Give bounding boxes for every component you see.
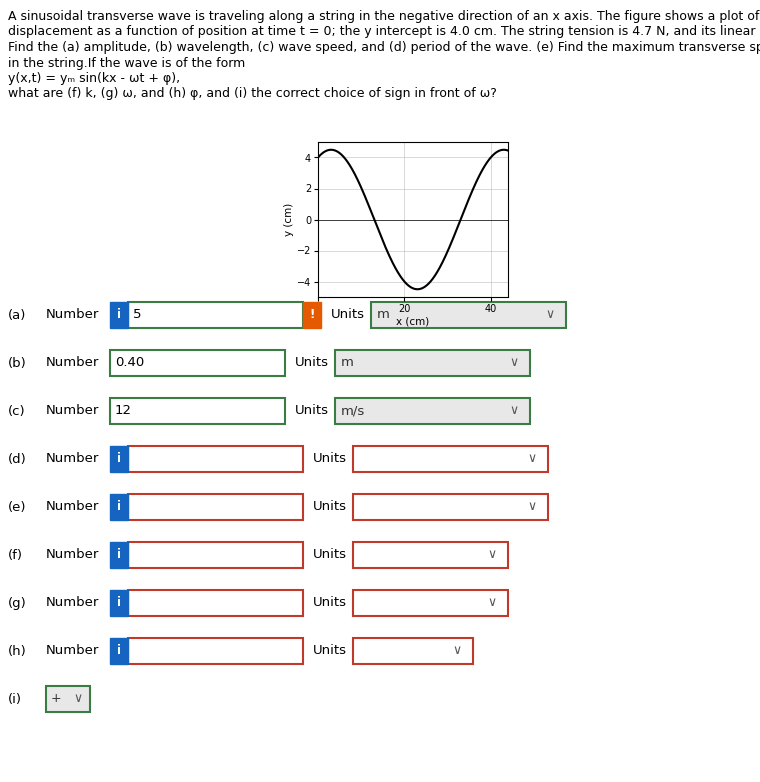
Text: Number: Number xyxy=(46,548,100,561)
Text: Number: Number xyxy=(46,500,100,514)
Text: (c): (c) xyxy=(8,404,26,418)
Text: Units: Units xyxy=(313,453,347,465)
Text: ∨: ∨ xyxy=(527,453,537,465)
Text: 12: 12 xyxy=(115,404,132,418)
Bar xyxy=(371,302,566,328)
Text: i: i xyxy=(117,500,121,514)
Text: i: i xyxy=(117,548,121,561)
Text: Units: Units xyxy=(313,548,347,561)
Text: i: i xyxy=(117,597,121,609)
Text: (i): (i) xyxy=(8,693,22,705)
Text: Number: Number xyxy=(46,453,100,465)
Text: Number: Number xyxy=(46,309,100,321)
Text: (h): (h) xyxy=(8,644,27,658)
Text: 0.40: 0.40 xyxy=(115,357,144,370)
Text: m/s: m/s xyxy=(341,404,366,418)
Text: ∨: ∨ xyxy=(452,644,461,658)
Bar xyxy=(303,302,321,328)
Text: Find the (a) amplitude, (b) wavelength, (c) wave speed, and (d) period of the wa: Find the (a) amplitude, (b) wavelength, … xyxy=(8,41,760,54)
Bar xyxy=(128,638,303,664)
Text: y(x,t) = yₘ sin(kx - ωt + φ),: y(x,t) = yₘ sin(kx - ωt + φ), xyxy=(8,72,180,85)
Bar xyxy=(353,446,548,472)
Text: Units: Units xyxy=(313,644,347,658)
Text: Number: Number xyxy=(46,597,100,609)
Text: Number: Number xyxy=(46,644,100,658)
Text: Units: Units xyxy=(313,500,347,514)
Text: ∨: ∨ xyxy=(527,500,537,514)
Text: i: i xyxy=(117,644,121,658)
Text: ∨: ∨ xyxy=(509,357,518,370)
Bar xyxy=(110,494,128,520)
Text: m: m xyxy=(341,357,354,370)
Bar xyxy=(128,446,303,472)
Text: (g): (g) xyxy=(8,597,27,609)
Bar xyxy=(110,350,285,376)
Bar xyxy=(128,494,303,520)
Bar xyxy=(110,638,128,664)
Text: displacement as a function of position at time t = 0; the y intercept is 4.0 cm.: displacement as a function of position a… xyxy=(8,26,760,38)
Text: ∨: ∨ xyxy=(546,309,555,321)
Bar xyxy=(353,542,508,568)
Bar xyxy=(128,542,303,568)
Text: in the string.If the wave is of the form: in the string.If the wave is of the form xyxy=(8,56,245,70)
Text: Units: Units xyxy=(313,597,347,609)
Bar xyxy=(46,686,90,712)
Text: (a): (a) xyxy=(8,309,27,321)
Text: (d): (d) xyxy=(8,453,27,465)
Text: ∨: ∨ xyxy=(509,404,518,418)
Text: (f): (f) xyxy=(8,548,23,561)
Text: i: i xyxy=(117,309,121,321)
Text: i: i xyxy=(117,453,121,465)
Text: +: + xyxy=(51,693,65,705)
Y-axis label: y (cm): y (cm) xyxy=(284,203,294,236)
Bar xyxy=(353,494,548,520)
Text: (b): (b) xyxy=(8,357,27,370)
Text: ∨: ∨ xyxy=(487,548,496,561)
Bar xyxy=(110,398,285,424)
Text: 5: 5 xyxy=(133,309,141,321)
Text: A sinusoidal transverse wave is traveling along a string in the negative directi: A sinusoidal transverse wave is travelin… xyxy=(8,10,760,23)
Text: Number: Number xyxy=(46,404,100,418)
Text: (e): (e) xyxy=(8,500,27,514)
Text: Units: Units xyxy=(295,404,329,418)
Bar xyxy=(110,302,128,328)
Bar xyxy=(110,590,128,616)
Bar xyxy=(110,542,128,568)
X-axis label: x (cm): x (cm) xyxy=(397,317,429,327)
Bar xyxy=(128,302,303,328)
Text: m: m xyxy=(377,309,390,321)
Text: Units: Units xyxy=(331,309,365,321)
Text: Units: Units xyxy=(295,357,329,370)
Text: ∨: ∨ xyxy=(74,693,83,705)
Text: ∨: ∨ xyxy=(487,597,496,609)
Bar xyxy=(335,350,530,376)
Text: what are (f) k, (g) ω, and (h) φ, and (i) the correct choice of sign in front of: what are (f) k, (g) ω, and (h) φ, and (i… xyxy=(8,88,497,101)
Bar xyxy=(110,446,128,472)
Bar xyxy=(335,398,530,424)
Text: !: ! xyxy=(309,309,315,321)
Bar xyxy=(128,590,303,616)
Bar xyxy=(353,638,473,664)
Bar xyxy=(353,590,508,616)
Text: Number: Number xyxy=(46,357,100,370)
